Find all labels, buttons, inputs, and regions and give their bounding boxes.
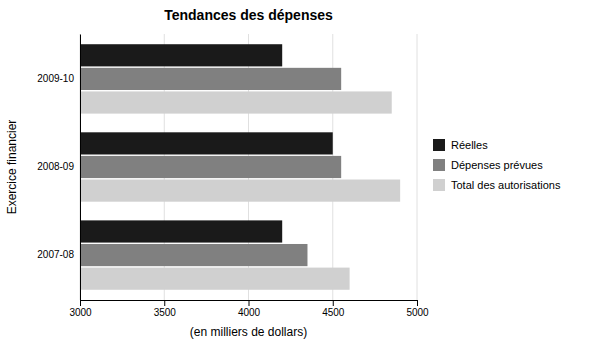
legend-label: Total des autorisations (451, 179, 561, 191)
tick-mark (333, 300, 334, 306)
title: Tendances des dépenses (164, 7, 333, 23)
legend-swatch (433, 139, 445, 151)
bar (80, 132, 333, 154)
bar (80, 220, 282, 242)
tick-mark (164, 300, 165, 306)
bar (80, 44, 282, 66)
bar (80, 156, 341, 178)
chart: 3000 3500 4000 4500 5000 2007-08 2008-09 2009-1… (0, 0, 595, 346)
tick-label: 5000 (406, 307, 429, 318)
legend-item: Dépenses prévues (433, 159, 543, 171)
tick-label: 2008-09 (37, 161, 74, 172)
tick: 5000 (406, 300, 429, 318)
tick-label: 3500 (154, 307, 177, 318)
tick: 4000 (238, 300, 261, 318)
bar (80, 268, 350, 290)
bar (80, 180, 400, 202)
x-axis-title: (en milliers de dollars) (190, 325, 307, 339)
tick: 2008-09 (37, 161, 74, 172)
grid-line (417, 34, 418, 300)
axis-line (80, 35, 81, 301)
legend-swatch (433, 159, 445, 171)
tick: 2009-10 (37, 73, 74, 84)
y-axis-title: Exercice financier (5, 120, 19, 215)
x-axis: 3000 3500 4000 4500 5000 (69, 300, 429, 318)
legend-label: Réelles (451, 139, 488, 151)
legend-item: Réelles (433, 139, 488, 151)
bar (80, 91, 392, 113)
bar (80, 244, 307, 266)
tick-label: 4000 (238, 307, 261, 318)
tick: 3500 (154, 300, 177, 318)
legend-swatch (433, 179, 445, 191)
tick-label: 4500 (322, 307, 345, 318)
tick-mark (80, 300, 81, 306)
bar (80, 68, 341, 90)
tick-mark (417, 300, 418, 306)
legend-item: Total des autorisations (433, 179, 561, 191)
chart-container: 3000 3500 4000 4500 5000 2007-08 2008-09 2009-1… (0, 0, 595, 346)
tick-label: 3000 (69, 307, 92, 318)
y-axis: 2007-08 2008-09 2009-10 (37, 35, 80, 301)
grid-line (80, 34, 81, 300)
tick: 3000 (69, 300, 92, 318)
grid (80, 34, 417, 300)
plot: 3000 3500 4000 4500 5000 2007-08 2008-09 2009-1… (37, 34, 429, 318)
tick: 2007-08 (37, 249, 74, 260)
bars (80, 44, 400, 290)
tick-label: 2009-10 (37, 73, 74, 84)
legend-label: Dépenses prévues (451, 159, 543, 171)
tick-mark (249, 300, 250, 306)
axis-line (81, 301, 418, 307)
legend: Réelles Dépenses prévues Total des autoris… (433, 139, 561, 191)
tick-label: 2007-08 (37, 249, 74, 260)
tick: 4500 (322, 300, 345, 318)
